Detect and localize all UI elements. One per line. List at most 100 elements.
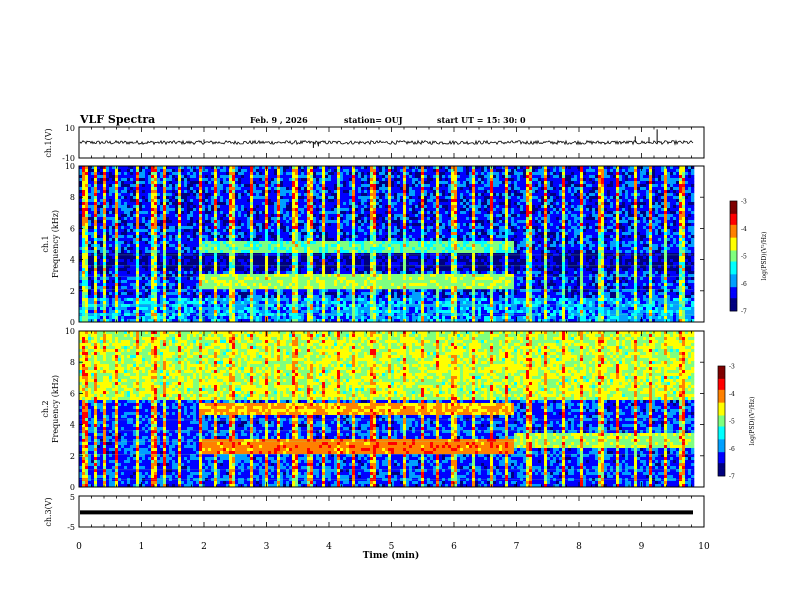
spectrogram-cell [460, 196, 463, 199]
spectrogram-cell [250, 202, 253, 205]
spectrogram-cell [109, 172, 112, 175]
spectrogram-cell [259, 202, 262, 205]
spectrogram-cell [358, 184, 361, 187]
spectrogram-cell [319, 205, 322, 208]
spectrogram-cell [592, 190, 595, 193]
spectrogram-cell [259, 184, 262, 187]
spectrogram-cell [202, 202, 205, 205]
spectrogram-cell [325, 199, 328, 202]
spectrogram-cell [592, 187, 595, 190]
spectrogram-cell [85, 205, 88, 208]
spectrogram-cell [109, 175, 112, 178]
spectrogram-cell [640, 190, 643, 193]
spectrogram-cell [418, 202, 421, 205]
spectrogram-cell [466, 190, 469, 193]
spectrogram-cell [622, 205, 625, 208]
spectrogram-cell [436, 196, 439, 199]
spectrogram-cell [376, 199, 379, 202]
spectrogram-cell [346, 187, 349, 190]
spectrogram-cell [601, 172, 604, 175]
spectrogram-cell [82, 214, 85, 217]
spectrogram-cell [514, 184, 517, 187]
spectrogram-cell [319, 199, 322, 202]
spectrogram-cell [352, 169, 355, 172]
spectrogram-cell [283, 199, 286, 202]
spectrogram-cell [331, 181, 334, 184]
spectrogram-cell [646, 205, 649, 208]
spectrogram-cell [112, 172, 115, 175]
spectrogram-cell [409, 184, 412, 187]
spectrogram-cell [235, 199, 238, 202]
spectrogram-cell [127, 211, 130, 214]
spectrogram-cell [208, 184, 211, 187]
spectrogram-cell [676, 208, 679, 211]
spectrogram-cell [157, 172, 160, 175]
spectrogram-cell [247, 205, 250, 208]
spectrogram-cell [88, 211, 91, 214]
spectrogram-cell [577, 199, 580, 202]
spectrogram-cell [655, 187, 658, 190]
spectrogram-cell [475, 172, 478, 175]
spectrogram-cell [349, 211, 352, 214]
spectrogram-cell [220, 187, 223, 190]
spectrogram-cell [658, 208, 661, 211]
spectrogram-cell [352, 184, 355, 187]
spectrogram-cell [493, 202, 496, 205]
spectrogram-cell [658, 184, 661, 187]
spectrogram-cell [127, 202, 130, 205]
spectrogram-cell [409, 187, 412, 190]
spectrogram-cell [139, 172, 142, 175]
spectrogram-cell [463, 193, 466, 196]
spectrogram-cell [643, 190, 646, 193]
spectrogram-cell [235, 211, 238, 214]
spectrogram-cell [91, 187, 94, 190]
spectrogram-cell [592, 208, 595, 211]
spectrogram-cell [508, 205, 511, 208]
spectrogram-cell [325, 202, 328, 205]
spectrogram-cell [649, 199, 652, 202]
spectrogram-cell [424, 190, 427, 193]
spectrogram-cell [502, 184, 505, 187]
spectrogram-cell [568, 181, 571, 184]
spectrogram-cell [580, 190, 583, 193]
spectrogram-cell [388, 169, 391, 172]
spectrogram-cell [181, 184, 184, 187]
spectrogram-cell [682, 181, 685, 184]
spectrogram-cell [409, 199, 412, 202]
spectrogram-cell [484, 196, 487, 199]
spectrogram-cell [295, 199, 298, 202]
spectrogram-cell [265, 205, 268, 208]
spectrogram-cell [106, 187, 109, 190]
spectrogram-cell [367, 205, 370, 208]
spectrogram-cell [601, 211, 604, 214]
spectrogram-cell [229, 172, 232, 175]
spectrogram-cell [157, 211, 160, 214]
spectrogram-cell [688, 190, 691, 193]
spectrogram-cell [280, 181, 283, 184]
spectrogram-cell [280, 202, 283, 205]
spectrogram-cell [256, 205, 259, 208]
spectrogram-cell [640, 187, 643, 190]
spectrogram-cell [535, 196, 538, 199]
spectrogram-cell [661, 169, 664, 172]
spectrogram-cell [358, 175, 361, 178]
spectrogram-cell [175, 208, 178, 211]
spectrogram-cell [145, 205, 148, 208]
spectrogram-cell [376, 184, 379, 187]
spectrogram-cell [460, 184, 463, 187]
spectrogram-cell [532, 181, 535, 184]
spectrogram-cell [271, 190, 274, 193]
spectrogram-cell [145, 178, 148, 181]
spectrogram-cell [613, 178, 616, 181]
spectrogram-cell [538, 202, 541, 205]
spectrogram-cell [514, 202, 517, 205]
spectrogram-cell [145, 187, 148, 190]
spectrogram-cell [142, 187, 145, 190]
spectrogram-cell [283, 184, 286, 187]
spectrogram-cell [196, 193, 199, 196]
spectrogram-cell [619, 199, 622, 202]
spectrogram-cell [205, 169, 208, 172]
spectrogram-cell [454, 187, 457, 190]
spectrogram-cell [244, 208, 247, 211]
spectrogram-cell [403, 169, 406, 172]
